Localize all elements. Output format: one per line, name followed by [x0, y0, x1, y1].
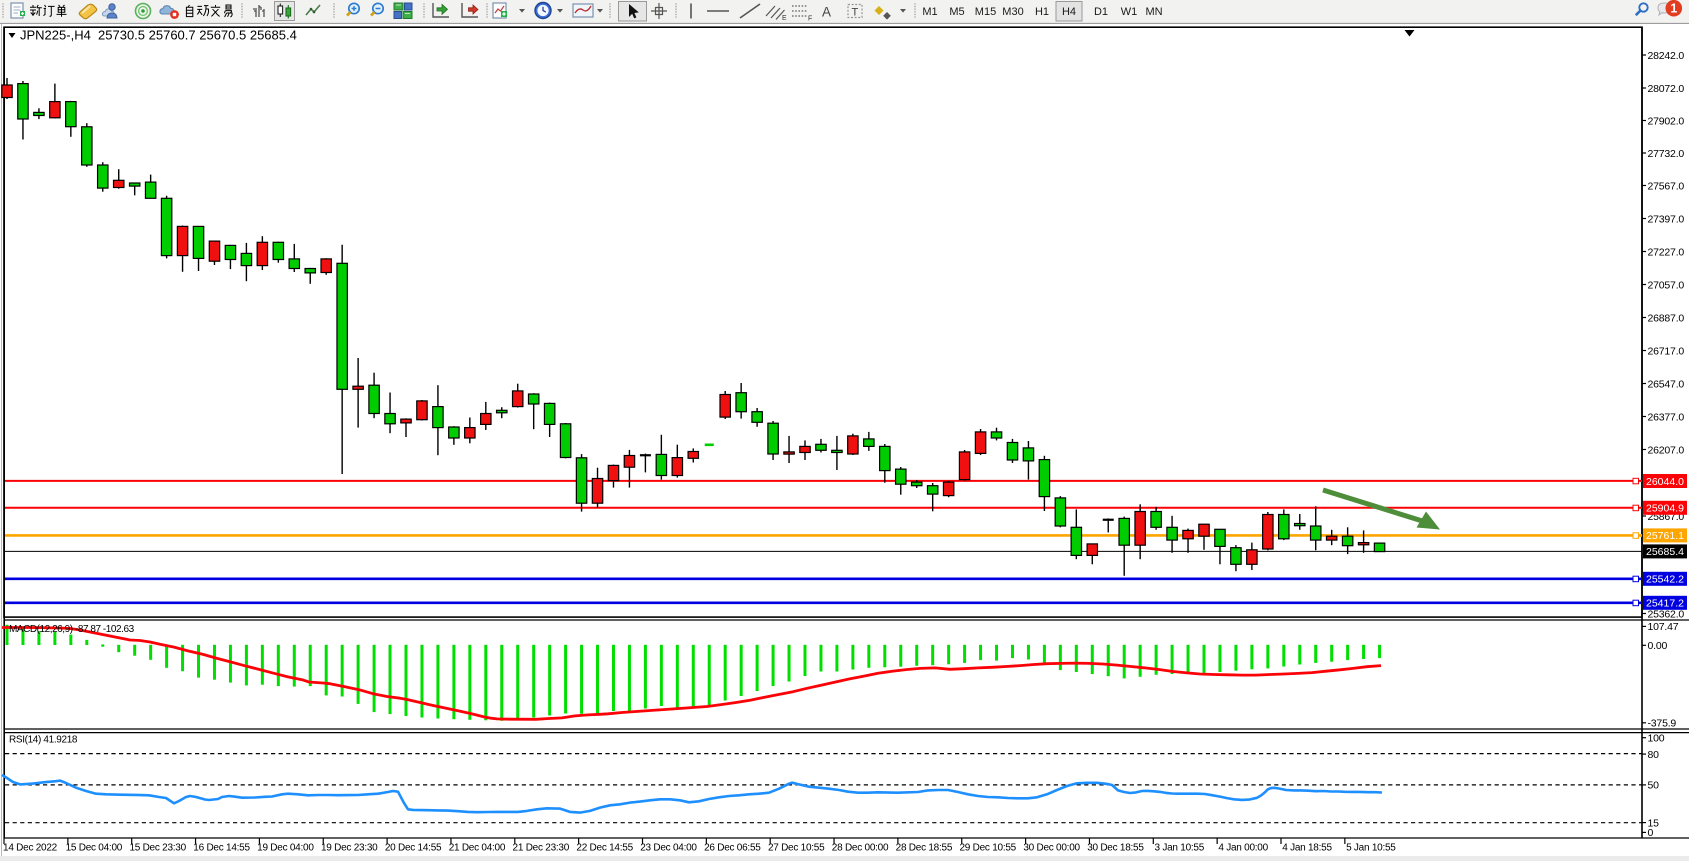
svg-text:30 Dec 18:55: 30 Dec 18:55 [1087, 843, 1144, 854]
svg-text:26547.0: 26547.0 [1648, 378, 1685, 390]
svg-text:MACD(12,26,9) -87.87 -102.63: MACD(12,26,9) -87.87 -102.63 [9, 624, 135, 635]
svg-text:-375.9: -375.9 [1648, 718, 1677, 730]
svg-text:F: F [808, 16, 812, 23]
svg-text:JPN225-,H4 25730.5 25760.7 25: JPN225-,H4 25730.5 25760.7 25670.5 25685… [20, 28, 297, 43]
svg-text:27227.0: 27227.0 [1648, 246, 1685, 258]
svg-text:27397.0: 27397.0 [1648, 213, 1685, 225]
svg-text:A: A [822, 5, 831, 20]
svg-text:MN: MN [1145, 6, 1162, 18]
svg-text:25542.2: 25542.2 [1646, 574, 1684, 586]
svg-text:25417.2: 25417.2 [1646, 598, 1684, 610]
svg-text:28 Dec 00:00: 28 Dec 00:00 [832, 843, 889, 854]
svg-text:21 Dec 23:30: 21 Dec 23:30 [513, 843, 570, 854]
svg-text:5 Jan 10:55: 5 Jan 10:55 [1346, 843, 1396, 854]
svg-text:27 Dec 10:55: 27 Dec 10:55 [768, 843, 825, 854]
svg-text:100: 100 [1648, 733, 1665, 745]
svg-text:22 Dec 14:55: 22 Dec 14:55 [576, 843, 633, 854]
svg-text:E: E [782, 15, 787, 22]
svg-text:30 Dec 00:00: 30 Dec 00:00 [1023, 843, 1080, 854]
svg-text:1: 1 [1670, 2, 1677, 16]
svg-text:H1: H1 [1035, 6, 1049, 18]
svg-text:19 Dec 04:00: 19 Dec 04:00 [257, 843, 314, 854]
svg-text:M5: M5 [949, 6, 964, 18]
svg-text:H4: H4 [1062, 6, 1076, 18]
svg-text:80: 80 [1648, 749, 1660, 761]
svg-text:27057.0: 27057.0 [1648, 279, 1685, 291]
svg-text:D1: D1 [1094, 6, 1108, 18]
svg-text:16 Dec 14:55: 16 Dec 14:55 [193, 843, 250, 854]
svg-text:26377.0: 26377.0 [1648, 411, 1685, 423]
svg-text:26 Dec 06:55: 26 Dec 06:55 [704, 843, 761, 854]
svg-text:26044.0: 26044.0 [1646, 476, 1684, 488]
svg-text:26207.0: 26207.0 [1648, 444, 1685, 456]
svg-text:27732.0: 27732.0 [1648, 148, 1685, 160]
svg-text:107.47: 107.47 [1648, 621, 1679, 633]
svg-text:23 Dec 04:00: 23 Dec 04:00 [640, 843, 697, 854]
svg-text:3 Jan 10:55: 3 Jan 10:55 [1155, 843, 1205, 854]
svg-text:26717.0: 26717.0 [1648, 345, 1685, 357]
svg-text:28 Dec 18:55: 28 Dec 18:55 [896, 843, 953, 854]
svg-text:15 Dec 04:00: 15 Dec 04:00 [66, 843, 123, 854]
svg-text:25904.9: 25904.9 [1646, 503, 1684, 515]
svg-text:W1: W1 [1121, 6, 1138, 18]
svg-text:15 Dec 23:30: 15 Dec 23:30 [129, 843, 186, 854]
svg-text:29 Dec 10:55: 29 Dec 10:55 [960, 843, 1017, 854]
svg-text:21 Dec 04:00: 21 Dec 04:00 [449, 843, 506, 854]
svg-text:M1: M1 [922, 6, 937, 18]
svg-text:0.00: 0.00 [1648, 640, 1668, 652]
svg-text:27902.0: 27902.0 [1648, 115, 1685, 127]
svg-text:4 Jan 00:00: 4 Jan 00:00 [1218, 843, 1268, 854]
svg-text:14 Dec 2022: 14 Dec 2022 [3, 843, 58, 854]
svg-text:4 Jan 18:55: 4 Jan 18:55 [1282, 843, 1332, 854]
svg-text:25685.4: 25685.4 [1646, 546, 1684, 558]
svg-text:RSI(14) 41.9218: RSI(14) 41.9218 [9, 735, 78, 746]
svg-text:M30: M30 [1002, 6, 1023, 18]
svg-text:20 Dec 14:55: 20 Dec 14:55 [385, 843, 442, 854]
svg-text:M15: M15 [975, 6, 996, 18]
svg-text:25362.0: 25362.0 [1648, 608, 1685, 620]
svg-text:28242.0: 28242.0 [1648, 50, 1685, 62]
svg-text:0: 0 [1648, 827, 1654, 839]
svg-text:T: T [852, 7, 859, 19]
svg-text:28072.0: 28072.0 [1648, 83, 1685, 95]
svg-text:50: 50 [1648, 780, 1660, 792]
svg-text:26887.0: 26887.0 [1648, 312, 1685, 324]
svg-text:15: 15 [1648, 817, 1660, 829]
svg-text:27567.0: 27567.0 [1648, 180, 1685, 192]
svg-text:19 Dec 23:30: 19 Dec 23:30 [321, 843, 378, 854]
svg-text:25761.1: 25761.1 [1646, 530, 1684, 542]
